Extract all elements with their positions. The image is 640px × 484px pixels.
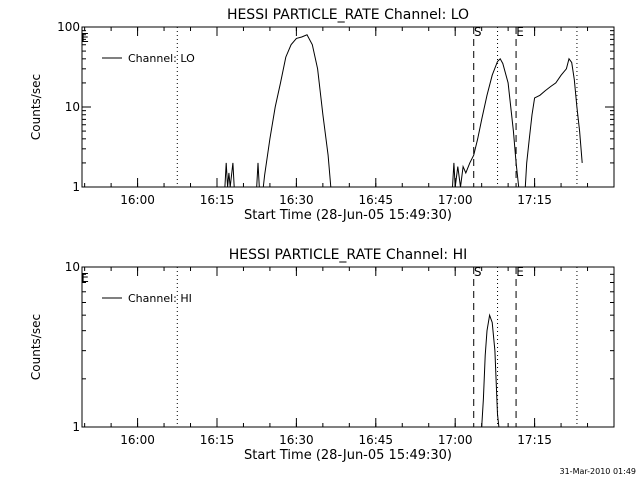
chart-panel-1: HESSI PARTICLE_RATE Channel: LO 16:00 16:1… xyxy=(29,7,615,223)
series-line xyxy=(524,57,583,188)
x-tick-label: 16:15 xyxy=(200,193,235,207)
chart-title: HESSI PARTICLE_RATE Channel: HI xyxy=(229,247,467,263)
x-tick-label: 16:45 xyxy=(358,193,393,207)
marker-label: E xyxy=(81,271,89,285)
plot-frame xyxy=(81,266,615,428)
x-tick-label: 16:00 xyxy=(120,433,155,447)
plot-frame xyxy=(81,26,615,188)
y-tick-label: 1 xyxy=(72,420,80,434)
x-axis-label: Start Time (28-Jun-05 15:49:30) xyxy=(244,448,452,463)
y-tick-label: 1 xyxy=(72,180,80,194)
y-tick-label: 10 xyxy=(65,260,80,274)
marker-label: E xyxy=(516,265,524,279)
x-tick-label: 16:30 xyxy=(279,433,314,447)
series-line xyxy=(224,162,235,188)
marker-label: E xyxy=(81,31,89,45)
series-line xyxy=(481,313,500,428)
marker-label: S xyxy=(474,265,482,279)
legend-label: Channel: LO xyxy=(128,52,195,65)
marker-label: E xyxy=(516,25,524,39)
y-tick-label: 100 xyxy=(57,20,80,34)
chart-title: HESSI PARTICLE_RATE Channel: LO xyxy=(227,7,469,23)
x-tick-label: 17:15 xyxy=(517,433,552,447)
x-axis-label: Start Time (28-Jun-05 15:49:30) xyxy=(244,208,452,223)
y-tick-label: 10 xyxy=(65,100,80,114)
marker-label: S xyxy=(474,25,482,39)
x-tick-label: 17:15 xyxy=(517,193,552,207)
y-axis-label: Counts/sec xyxy=(29,314,43,380)
y-axis-label: Counts/sec xyxy=(29,74,43,140)
chart-panel-2: HESSI PARTICLE_RATE Channel: HI 16:00 16:1… xyxy=(29,247,615,463)
timestamp-stamp: 31-Mar-2010 01:49 xyxy=(560,467,637,476)
x-tick-label: 17:00 xyxy=(438,433,473,447)
series-line xyxy=(256,162,260,188)
x-tick-label: 16:30 xyxy=(279,193,314,207)
series-line xyxy=(262,34,332,188)
x-tick-label: 16:00 xyxy=(120,193,155,207)
x-tick-label: 16:15 xyxy=(200,433,235,447)
x-tick-label: 16:45 xyxy=(358,433,393,447)
x-tick-label: 17:00 xyxy=(438,193,473,207)
series-line xyxy=(452,57,520,188)
legend-label: Channel: HI xyxy=(128,292,192,305)
